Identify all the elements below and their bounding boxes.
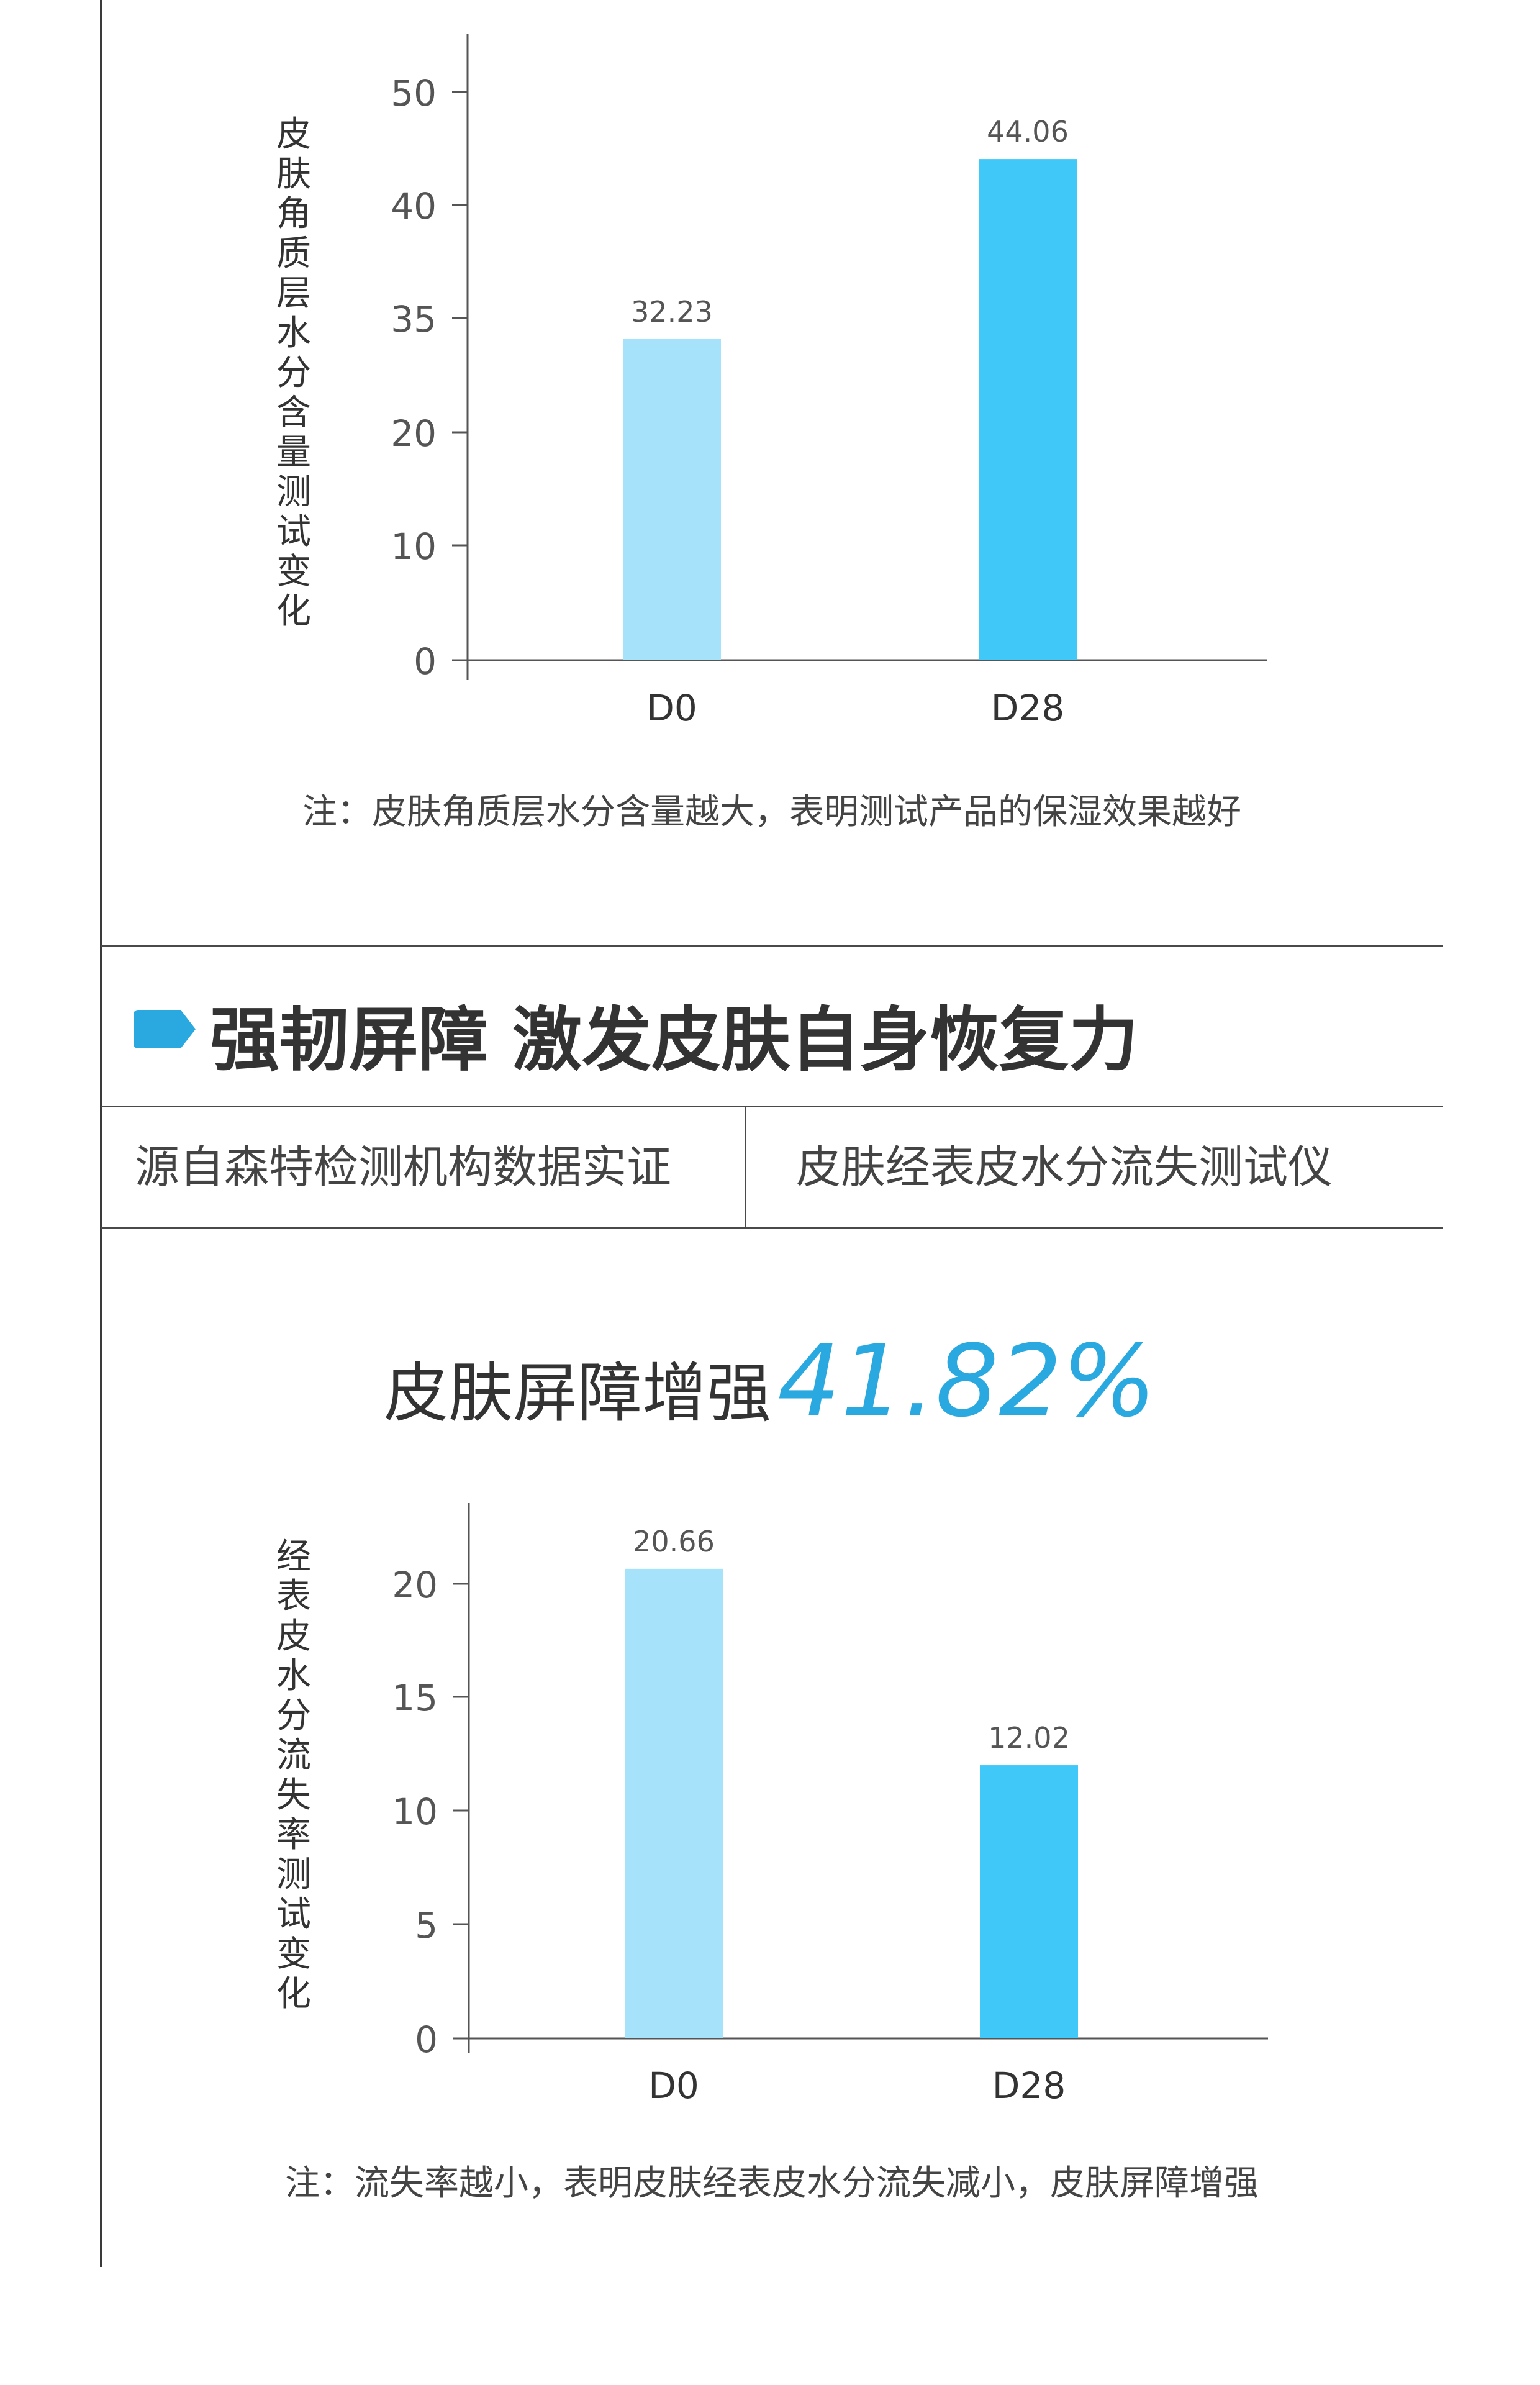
- chart2-tick-label-10: 10: [392, 1791, 438, 1833]
- chart1-tick-label-50: 50: [391, 72, 437, 114]
- chart1-category-label-d0: D0: [646, 687, 697, 729]
- chart2-category-label-d28: D28: [992, 2065, 1066, 2107]
- chart1-data-label-d0: 32.23: [631, 295, 713, 329]
- left-border-line: [100, 0, 102, 2267]
- chart1-note: 注：皮肤角质层水分含量越大，表明测试产品的保湿效果越好: [302, 792, 1241, 832]
- chart2-bar-d28: [980, 1765, 1078, 2038]
- info-right-text: 皮肤经表皮水分流失测试仪: [796, 1141, 1333, 1193]
- chart1-tick-label-20: 20: [391, 412, 437, 455]
- chart1-data-label-d28: 44.06: [987, 115, 1069, 148]
- chart2-ylabel: 经表皮水分流失率测试变化: [276, 1537, 311, 2014]
- chart2-data-label-d0: 20.66: [633, 1525, 715, 1558]
- chart2-tick-label-15: 15: [392, 1677, 438, 1719]
- info-bottom-divider: [101, 1227, 1443, 1229]
- headline-value: 41.82%: [777, 1323, 1157, 1439]
- chart2-tick-label-5: 5: [415, 1904, 438, 1947]
- chart2-data-label-d28: 12.02: [988, 1721, 1070, 1755]
- info-top-divider: [101, 1106, 1443, 1107]
- chart2-tick-label-20: 20: [392, 1564, 438, 1606]
- chart1-tick-label-35: 35: [391, 298, 437, 340]
- chart1-tick-label-10: 10: [391, 525, 437, 568]
- chart1-ylabel: 皮肤角质层水分含量测试变化: [276, 114, 311, 632]
- chart2-note: 注：流失率越小，表明皮肤经表皮水分流失减小，皮肤屏障增强: [285, 2163, 1259, 2204]
- headline: 皮肤屏障增强41.82%: [0, 1323, 1540, 1439]
- chart1-tick-label-40: 40: [391, 185, 437, 227]
- arrow-tag-icon: [134, 1010, 196, 1048]
- chart1-category-label-d28: D28: [991, 687, 1064, 729]
- info-middle-divider: [745, 1107, 746, 1229]
- chart2-category-label-d0: D0: [648, 2065, 699, 2107]
- headline-text: 皮肤屏障增强: [383, 1355, 771, 1431]
- chart1-bar-d28: [979, 159, 1077, 660]
- chart2-tick-label-0: 0: [415, 2019, 438, 2061]
- chart1-svg: 50 40 35 20 10 0 32.23 D0 44.06 D28: [391, 34, 1267, 729]
- chart2-bar-d0: [625, 1568, 723, 2038]
- chart1-tick-label-0: 0: [414, 640, 437, 683]
- section-header: 强韧屏障 激发皮肤自身恢复力: [101, 948, 1443, 1106]
- chart2-svg: 20 15 10 5 0 20.66 D0 12.02 D28: [392, 1503, 1268, 2107]
- info-left-text: 源自森特检测机构数据实证: [135, 1141, 672, 1193]
- chart1-bar-d0: [623, 338, 721, 660]
- section-top-divider: [101, 945, 1443, 947]
- section-title: 强韧屏障 激发皮肤自身恢复力: [210, 1000, 1138, 1081]
